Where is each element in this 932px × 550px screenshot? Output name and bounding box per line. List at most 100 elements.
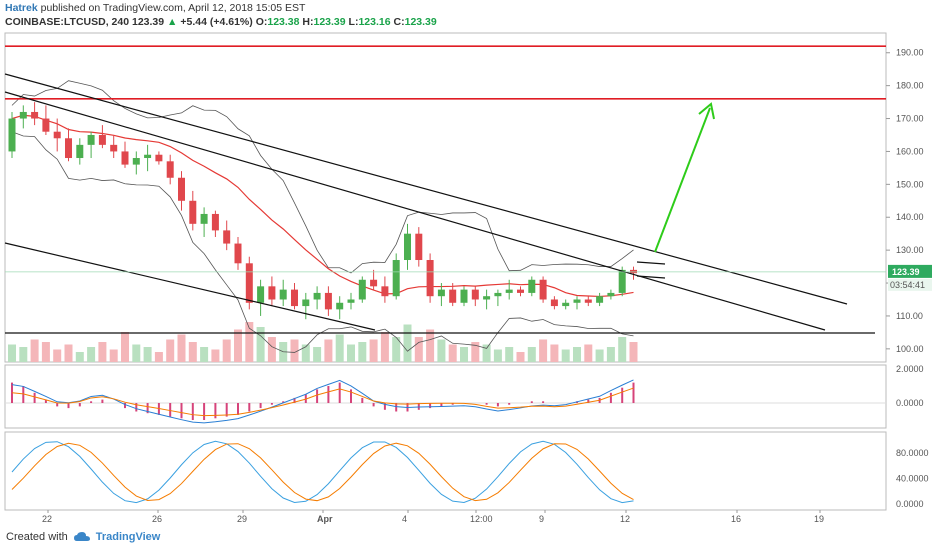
volume-bars bbox=[8, 322, 638, 362]
volume-bar bbox=[505, 347, 514, 362]
main-pane-border bbox=[4, 32, 887, 363]
candle-body bbox=[449, 289, 457, 303]
volume-bar bbox=[19, 347, 28, 362]
candle-body bbox=[336, 302, 344, 310]
volume-bar bbox=[448, 344, 457, 362]
candle-body bbox=[483, 296, 491, 300]
price-tick-label: 110.00 bbox=[896, 311, 923, 321]
price-tick-label: 160.00 bbox=[896, 146, 924, 156]
volume-bar bbox=[550, 344, 559, 362]
open-label: O: bbox=[255, 16, 268, 28]
volume-bar bbox=[301, 344, 310, 362]
change-arrow-icon: ▲ bbox=[167, 16, 178, 28]
candle-body bbox=[313, 292, 321, 300]
price-tick-label: 190.00 bbox=[896, 48, 924, 58]
symbol-info: COINBASE:LTCUSD, 240 123.39 ▲ +5.44 (+4.… bbox=[5, 16, 437, 28]
volume-bar bbox=[437, 339, 446, 362]
low-label: L: bbox=[348, 16, 359, 28]
volume-bar bbox=[75, 352, 84, 362]
volume-bar bbox=[245, 322, 254, 362]
symbol-label: COINBASE:LTCUSD, 240 bbox=[5, 16, 130, 28]
macd-line bbox=[11, 379, 634, 424]
volume-bar bbox=[629, 342, 638, 362]
volume-bar bbox=[98, 342, 107, 362]
candle-body bbox=[268, 286, 276, 300]
stoch-k-line bbox=[11, 440, 634, 504]
volume-bar bbox=[527, 347, 536, 362]
trend-line bbox=[4, 73, 848, 305]
stoch-d-line bbox=[11, 442, 634, 502]
volume-bar bbox=[516, 352, 525, 362]
candle-body bbox=[358, 279, 366, 300]
last-price: 123.39 bbox=[132, 16, 165, 28]
candle-body bbox=[31, 111, 39, 119]
volume-bar bbox=[41, 342, 50, 362]
volume-bar bbox=[414, 337, 423, 362]
candle-body bbox=[437, 289, 445, 297]
high-label: H: bbox=[302, 16, 314, 28]
time-tick-label: Apr bbox=[317, 514, 333, 524]
candle-body bbox=[8, 118, 16, 152]
time-tick-label: 16 bbox=[731, 514, 741, 524]
volume-bar bbox=[256, 327, 265, 362]
candle-body bbox=[200, 213, 208, 224]
high-value: 123.39 bbox=[313, 16, 346, 28]
volume-bar bbox=[87, 347, 96, 362]
volume-bar bbox=[606, 347, 615, 362]
price-tick-label: 130.00 bbox=[896, 245, 924, 255]
candle-body bbox=[539, 279, 547, 300]
candle-body bbox=[110, 144, 118, 152]
candle-body bbox=[584, 299, 592, 303]
open-value: 123.38 bbox=[267, 16, 300, 28]
volume-bar bbox=[403, 324, 412, 362]
time-tick-label: 29 bbox=[237, 514, 247, 524]
target-arrow-icon bbox=[698, 102, 715, 120]
author-name[interactable]: Hatrek bbox=[5, 2, 38, 14]
candle-body bbox=[517, 289, 524, 293]
volume-bar bbox=[369, 339, 378, 362]
volume-bar bbox=[482, 344, 491, 362]
price-tick-label: 170.00 bbox=[896, 114, 924, 124]
candle-body bbox=[234, 243, 242, 264]
time-tick-label: 9 bbox=[539, 514, 544, 524]
volume-bar bbox=[53, 349, 62, 362]
candle-body bbox=[19, 111, 27, 119]
volume-bar bbox=[64, 344, 73, 362]
candle-body bbox=[347, 299, 355, 303]
candle-body bbox=[223, 230, 231, 244]
volume-bar bbox=[618, 337, 627, 362]
signal-line bbox=[11, 387, 634, 417]
volume-bar bbox=[460, 347, 468, 362]
macd-pane: 2.0000 0.0000 bbox=[5, 364, 924, 424]
volume-bar bbox=[471, 342, 480, 362]
trend-line bbox=[4, 242, 376, 331]
trend-line bbox=[4, 91, 826, 331]
stoch-tick-label: 0.0000 bbox=[896, 499, 924, 509]
candle-body bbox=[471, 289, 479, 300]
time-axis[interactable]: 22 26 29 Apr 4 12:00 9 12 16 19 bbox=[42, 510, 824, 524]
volume-bar bbox=[290, 339, 299, 362]
low-value: 123.16 bbox=[358, 16, 391, 28]
macd-pane-border bbox=[4, 364, 887, 429]
lower-band-line bbox=[11, 131, 634, 353]
chart-canvas[interactable]: 2.0000 0.0000 80.0000 40.0000 0.0000 190.00… bbox=[0, 0, 932, 530]
price-axis[interactable]: 190.00 180.00 170.00 160.00 150.00 140.00 130.… bbox=[5, 48, 932, 354]
tradingview-brand[interactable]: TradingView bbox=[95, 531, 161, 543]
candle-body bbox=[291, 289, 298, 307]
volume-bar bbox=[222, 339, 231, 362]
candle-body bbox=[460, 289, 468, 303]
candle-body bbox=[607, 292, 615, 297]
candle-body bbox=[550, 299, 558, 307]
current-price-tag bbox=[888, 264, 932, 278]
candle-body bbox=[257, 286, 265, 303]
target-arrow-shaft bbox=[654, 107, 711, 253]
countdown-label: 03:54:41 bbox=[890, 280, 925, 290]
created-with-text: Created with bbox=[6, 531, 68, 543]
candle-body bbox=[392, 260, 400, 297]
countdown-tag bbox=[888, 278, 932, 291]
candle-body bbox=[178, 177, 185, 201]
candle-body bbox=[302, 299, 310, 307]
candle-body bbox=[144, 154, 152, 159]
candle-body bbox=[76, 144, 84, 159]
drawings bbox=[4, 45, 886, 334]
